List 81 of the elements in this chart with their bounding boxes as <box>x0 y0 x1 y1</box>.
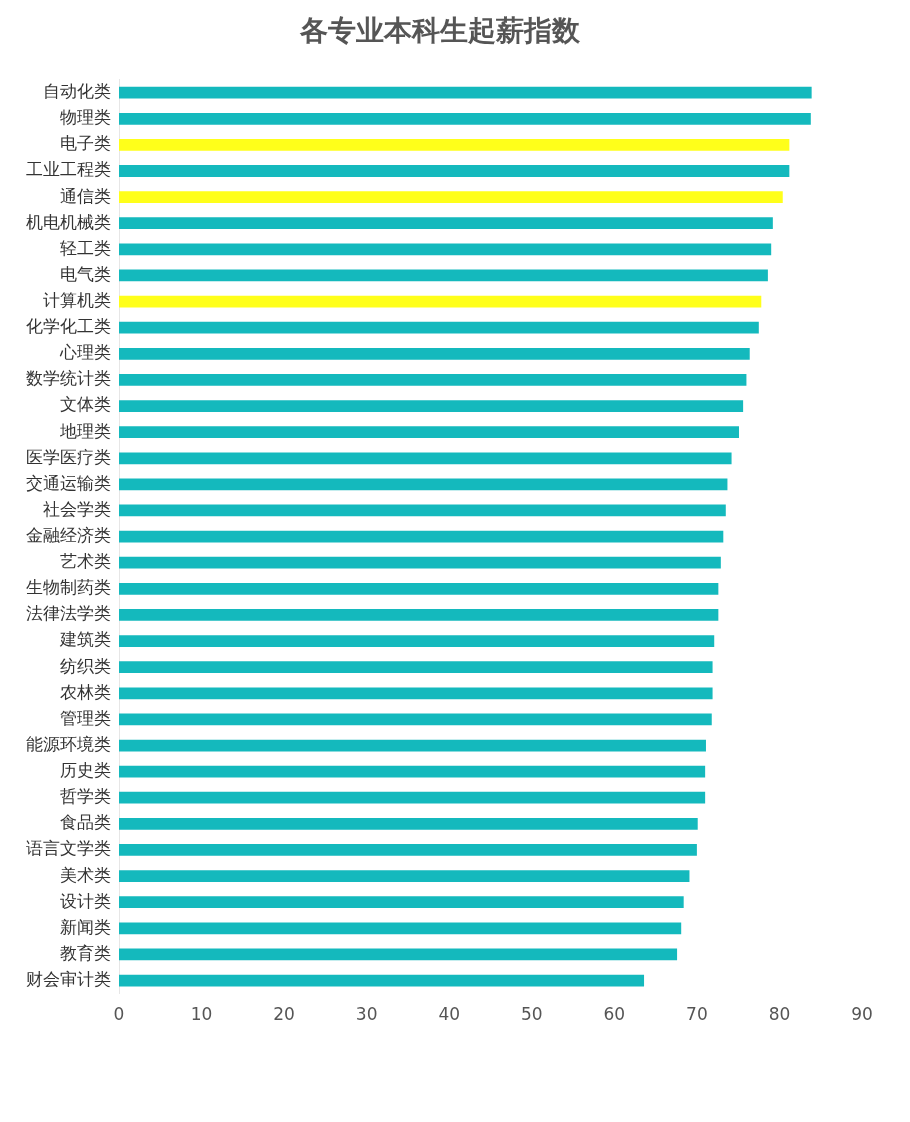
y-tick-label: 心理类 <box>59 342 111 363</box>
bar <box>119 426 739 439</box>
x-tick-label: 0 <box>113 1004 125 1025</box>
y-tick-label: 数学统计类 <box>26 368 111 389</box>
x-tick-label: 50 <box>520 1004 543 1025</box>
y-tick-label: 食品类 <box>60 812 111 833</box>
x-tick-label: 90 <box>851 1004 873 1025</box>
bar <box>119 165 790 177</box>
bar <box>119 504 726 517</box>
y-tick-label: 文体类 <box>60 394 111 415</box>
y-tick-label: 自动化类 <box>43 81 111 102</box>
y-tick-label: 通信类 <box>60 185 111 206</box>
bar <box>119 713 712 726</box>
bar <box>119 269 768 282</box>
bar <box>119 556 721 569</box>
chart-title: 各专业本科生起薪指数 <box>299 14 581 48</box>
x-tick-label: 30 <box>355 1004 378 1025</box>
bar <box>119 922 682 935</box>
y-tick-label: 语言文学类 <box>26 838 111 859</box>
bar <box>119 400 744 412</box>
x-tick-label: 70 <box>686 1004 708 1025</box>
x-tick-label: 80 <box>768 1004 791 1025</box>
y-tick-label: 艺术类 <box>60 551 111 572</box>
y-tick-label: 物理类 <box>60 107 111 128</box>
y-tick-label: 地理类 <box>59 420 111 441</box>
y-tick-label: 生物制药类 <box>26 577 111 598</box>
y-tick-label: 法律法学类 <box>26 603 111 624</box>
y-tick-label: 纺织类 <box>60 655 111 676</box>
bar <box>119 844 697 856</box>
bar <box>119 582 719 595</box>
y-tick-label: 设计类 <box>60 890 111 911</box>
y-tick-label: 哲学类 <box>60 786 111 807</box>
bar <box>119 191 783 203</box>
x-tick-label: 40 <box>438 1004 461 1025</box>
y-tick-label: 机电机械类 <box>26 211 111 232</box>
y-tick-label: 能源环境类 <box>26 733 111 754</box>
bar <box>119 739 706 752</box>
x-tick-label: 10 <box>190 1004 213 1025</box>
bar <box>119 765 706 778</box>
bar <box>119 374 747 386</box>
bar <box>119 635 715 647</box>
bar <box>119 609 719 621</box>
bar <box>119 217 773 230</box>
bar <box>119 687 713 700</box>
bar <box>119 661 713 674</box>
bar <box>119 243 772 256</box>
y-tick-label: 财会审计类 <box>26 968 111 989</box>
bar <box>119 817 698 830</box>
y-tick-label: 计算机类 <box>43 289 111 310</box>
bar <box>119 948 678 961</box>
y-tick-label: 电气类 <box>60 263 111 284</box>
y-tick-label: 教育类 <box>60 942 111 963</box>
y-tick-label: 金融经济类 <box>26 525 111 546</box>
bar <box>119 974 645 987</box>
y-tick-label: 交通运输类 <box>26 472 111 493</box>
bar <box>119 86 812 99</box>
bar <box>119 139 790 151</box>
y-tick-label: 历史类 <box>60 760 111 781</box>
y-tick-label: 社会学类 <box>43 498 111 519</box>
bar <box>119 452 732 465</box>
x-tick-label: 60 <box>603 1004 626 1025</box>
bar <box>119 321 759 334</box>
bar <box>119 295 762 308</box>
bar <box>119 530 724 543</box>
bar <box>119 791 706 804</box>
y-tick-label: 建筑类 <box>59 629 111 650</box>
y-tick-label: 管理类 <box>60 707 111 728</box>
y-tick-label: 医学医疗类 <box>26 446 111 467</box>
bar <box>119 870 690 882</box>
y-tick-label: 新闻类 <box>60 916 111 937</box>
y-tick-label: 化学化工类 <box>26 316 111 337</box>
y-tick-label: 农林类 <box>60 681 111 702</box>
y-tick-label: 轻工类 <box>60 237 111 258</box>
bar <box>119 478 728 491</box>
y-tick-label: 电子类 <box>60 133 111 154</box>
y-tick-label: 美术类 <box>60 864 111 885</box>
bar <box>119 896 684 909</box>
bar <box>119 112 811 125</box>
bar <box>119 347 750 360</box>
x-tick-label: 20 <box>273 1004 295 1025</box>
y-tick-label: 工业工程类 <box>26 159 111 180</box>
